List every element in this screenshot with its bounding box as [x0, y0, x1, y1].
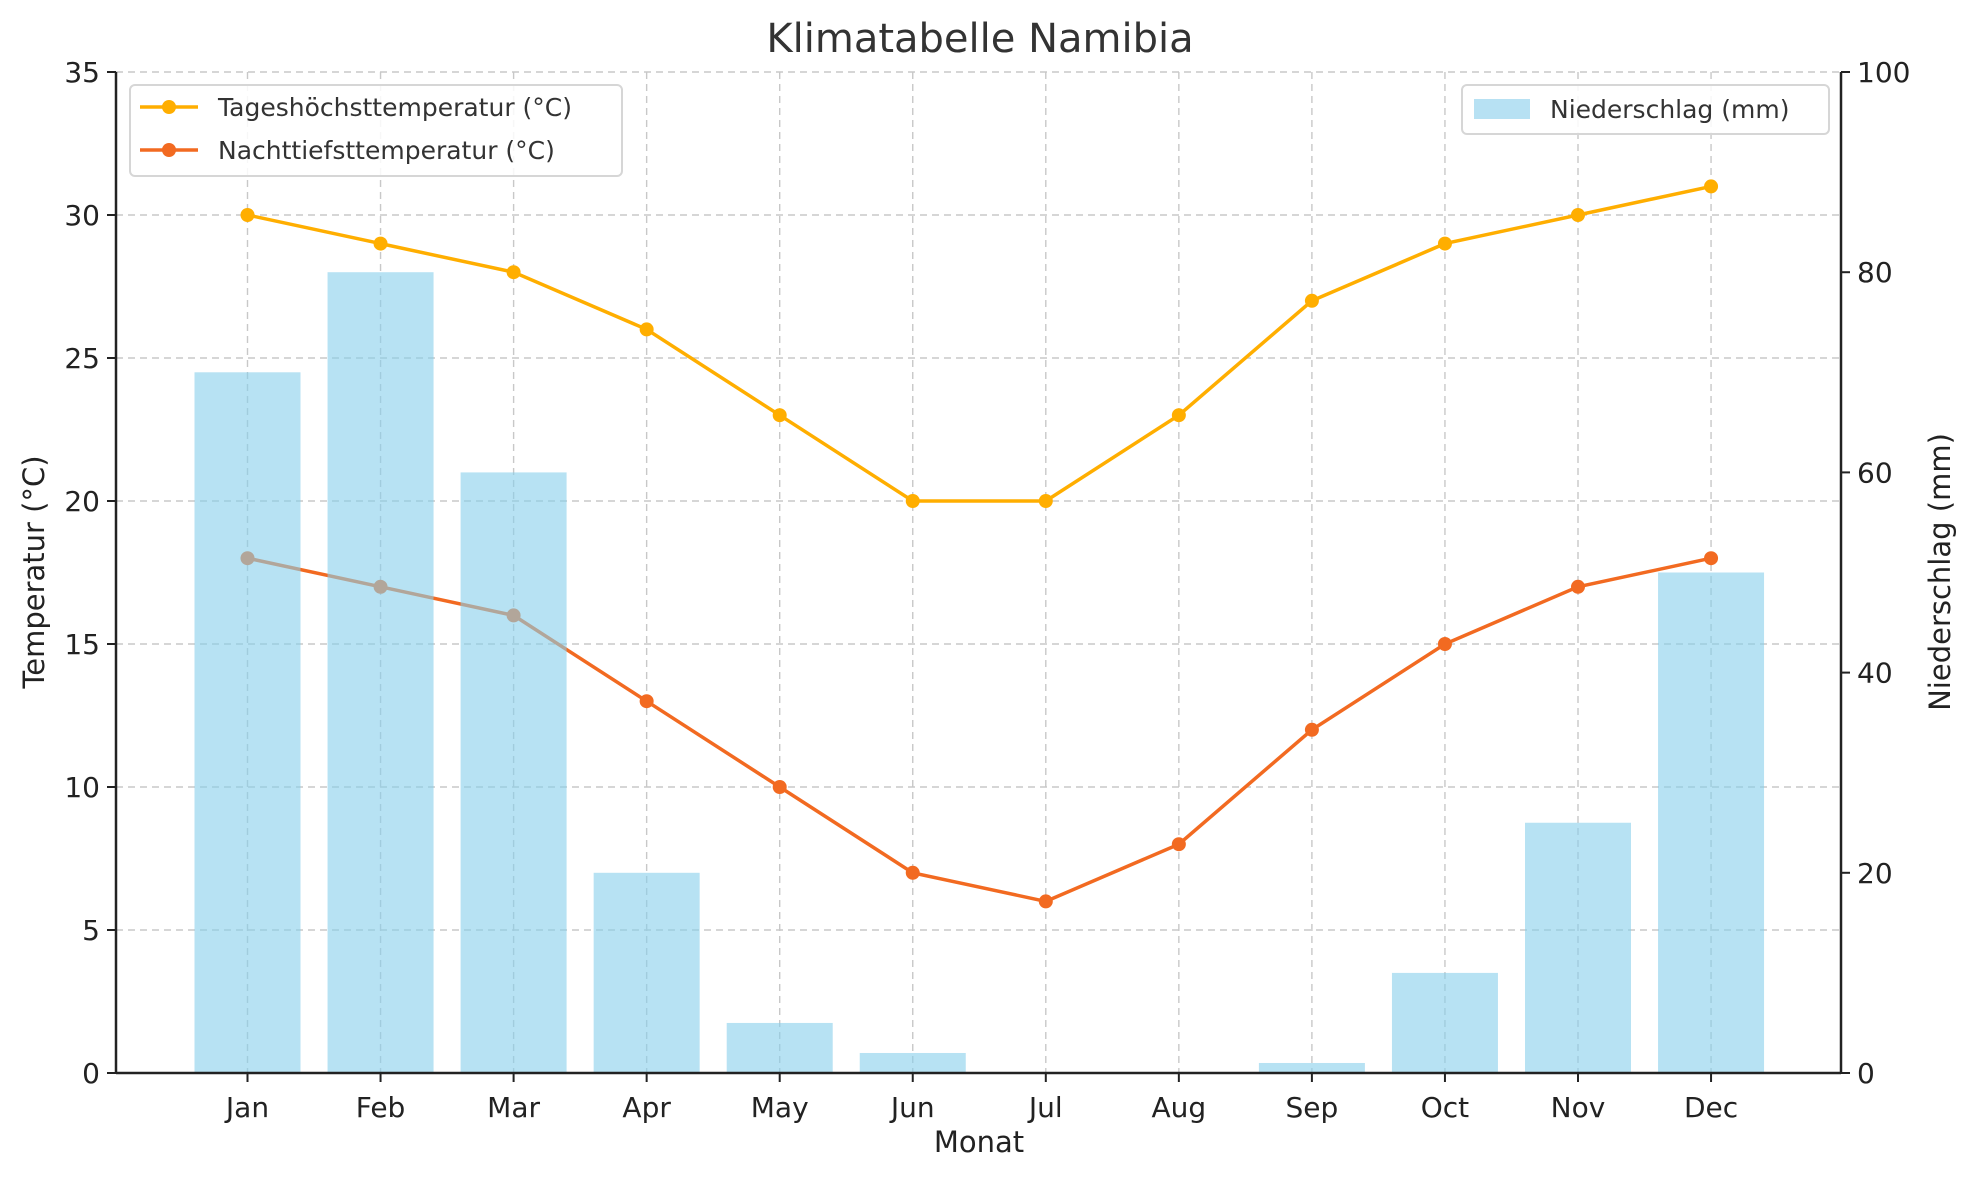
- y-tick-label-left: 25: [64, 342, 100, 375]
- high-temp-point: [373, 236, 388, 251]
- legend-swatch-precip: [1474, 99, 1530, 119]
- high-temp-point: [1171, 408, 1186, 423]
- high-temp-line: [247, 184, 1712, 503]
- x-tick-label: Apr: [622, 1091, 671, 1124]
- x-tick-label: Jun: [889, 1091, 935, 1124]
- y-tick-label-right: 40: [1857, 657, 1893, 690]
- high-temp-point: [1437, 236, 1452, 251]
- y-axis-right-label: Niederschlag (mm): [1923, 433, 1957, 711]
- precip-bar: [327, 272, 434, 1073]
- legend-marker-high: [162, 100, 176, 114]
- legend-label-low: Nachttiefsttemperatur (°C): [218, 136, 555, 165]
- x-tick-label: Jan: [224, 1091, 269, 1124]
- x-tick-label: May: [751, 1091, 809, 1124]
- y-tick-label-left: 20: [64, 485, 100, 518]
- low-temp-point: [1704, 551, 1719, 566]
- high-temp-point: [639, 322, 654, 337]
- y-tick-label-left: 30: [64, 199, 100, 232]
- low-temp-point: [1437, 637, 1452, 651]
- high-temp-point: [905, 494, 920, 508]
- legend-label-high: Tageshöchsttemperatur (°C): [217, 93, 572, 122]
- high-temp-point: [1304, 293, 1319, 308]
- precip-bar: [1525, 822, 1631, 1073]
- low-temp-point: [1571, 579, 1585, 594]
- precip-bar: [593, 872, 700, 1073]
- chart-title: Klimatabelle Namibia: [766, 16, 1193, 62]
- precip-bar: [1258, 1062, 1365, 1073]
- legend-label-precip: Niederschlag (mm): [1550, 95, 1789, 124]
- precip-bar: [859, 1052, 966, 1073]
- y-tick-label-right: 0: [1857, 1057, 1875, 1090]
- high-temp-point: [506, 265, 521, 280]
- low-temp-point: [639, 694, 654, 709]
- legend-lines: Tageshöchsttemperatur (°C) Nachttiefstte…: [129, 84, 623, 177]
- y-axis-left-label: Temperatur (°C): [17, 455, 51, 689]
- precip-bar: [726, 1022, 833, 1073]
- high-temp-point: [1571, 208, 1585, 222]
- y-tick-label-left: 15: [64, 628, 100, 661]
- x-tick-label: Dec: [1684, 1091, 1738, 1124]
- precip-bar: [460, 472, 567, 1073]
- y-tick-label-left: 0: [82, 1057, 100, 1090]
- y-tick-label-right: 60: [1857, 456, 1893, 489]
- low-temp-point: [1171, 837, 1186, 852]
- y-tick-label-right: 80: [1857, 256, 1893, 289]
- x-tick-label: Oct: [1421, 1091, 1469, 1124]
- low-temp-point: [905, 865, 920, 880]
- legend-marker-low: [162, 143, 176, 157]
- y-tick-label-left: 10: [64, 771, 100, 804]
- x-tick-label: Feb: [356, 1091, 406, 1124]
- legend-bars: Niederschlag (mm): [1461, 84, 1830, 135]
- high-temp-point: [240, 208, 255, 222]
- x-tick-label: Nov: [1551, 1091, 1606, 1124]
- high-temp-point: [1038, 494, 1053, 508]
- precip-bar: [1391, 972, 1498, 1073]
- y-tick-label-right: 100: [1857, 56, 1910, 89]
- x-axis-label: Monat: [934, 1125, 1024, 1159]
- precip-bar: [1658, 572, 1765, 1073]
- low-temp-point: [1038, 894, 1053, 909]
- x-tick-label: Aug: [1152, 1091, 1207, 1124]
- y-tick-label-right: 20: [1857, 857, 1893, 890]
- low-temp-point: [1304, 722, 1319, 737]
- precip-bar: [194, 372, 301, 1073]
- x-tick-label: Jul: [1027, 1091, 1063, 1124]
- x-tick-label: Sep: [1286, 1091, 1339, 1124]
- low-temp-point: [772, 780, 787, 794]
- x-tick-label: Mar: [487, 1091, 540, 1124]
- high-temp-point: [772, 408, 787, 423]
- high-temp-point: [1704, 179, 1719, 194]
- y-tick-label-left: 35: [64, 56, 100, 89]
- y-tick-label-left: 5: [82, 914, 100, 947]
